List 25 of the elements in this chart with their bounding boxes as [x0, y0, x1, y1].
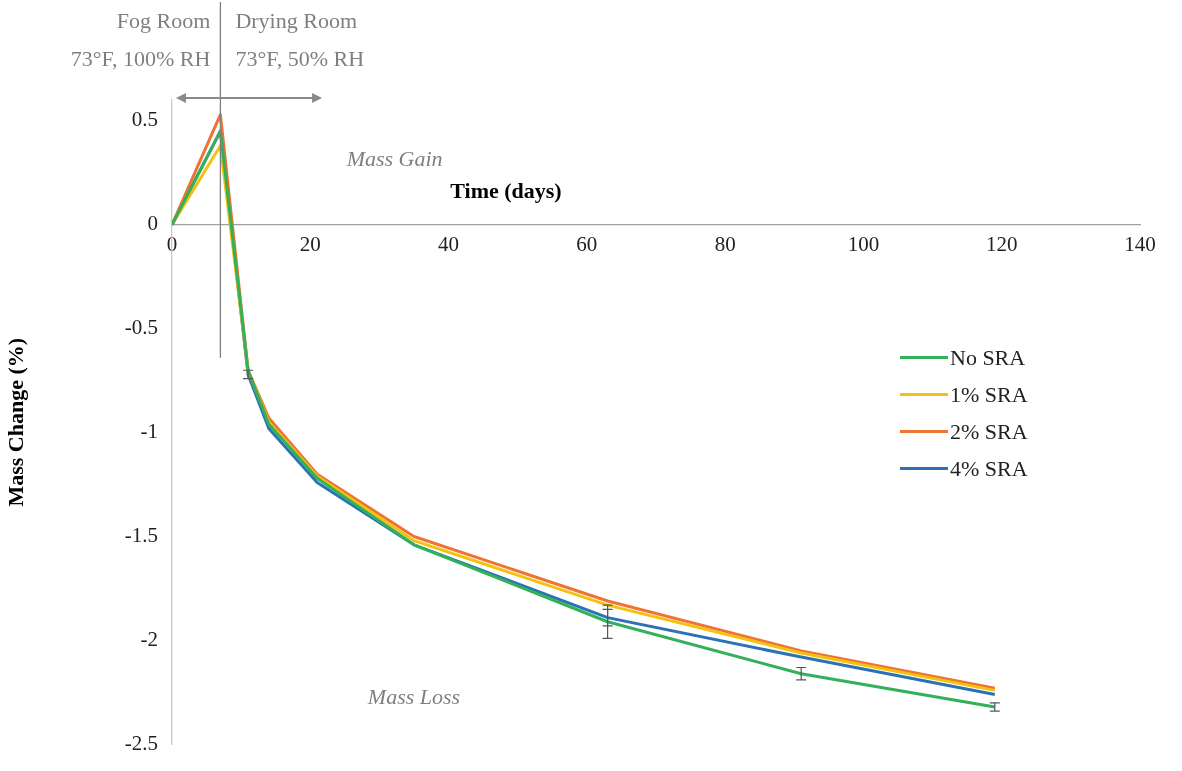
legend-label: 2% SRA	[950, 418, 1028, 445]
x-axis-title: Time (days)	[450, 178, 562, 204]
y-axis-title: Mass Change (%)	[2, 337, 28, 507]
annotation: Mass Gain	[345, 146, 443, 172]
legend-label: 1% SRA	[950, 381, 1028, 408]
annotation: Mass Loss	[366, 684, 461, 710]
y-tick-label: -1.5	[124, 523, 158, 548]
x-tick-label: 120	[985, 231, 1018, 256]
legend-label: 4% SRA	[950, 455, 1028, 482]
y-tick-label: -2	[140, 626, 158, 651]
x-tick-label: 60	[576, 231, 598, 256]
x-tick-label: 0	[166, 231, 178, 256]
x-tick-label: 80	[714, 231, 736, 256]
text: Drying Room 73°F, 50% RH	[235, 7, 365, 71]
y-tick-label: -2.5	[124, 730, 158, 755]
x-tick-label: 40	[438, 231, 460, 256]
y-tick-label: 0	[147, 211, 158, 236]
x-tick-label: 100	[847, 231, 880, 256]
x-tick-label: 20	[299, 231, 321, 256]
y-tick-label: -0.5	[124, 315, 158, 340]
y-tick-label: -1	[140, 419, 158, 444]
x-tick-label: 140	[1124, 231, 1156, 256]
y-tick-label: 0.5	[131, 107, 158, 132]
legend-label: No SRA	[950, 344, 1026, 371]
text: Fog Room 73°F, 100% RH	[70, 7, 211, 71]
